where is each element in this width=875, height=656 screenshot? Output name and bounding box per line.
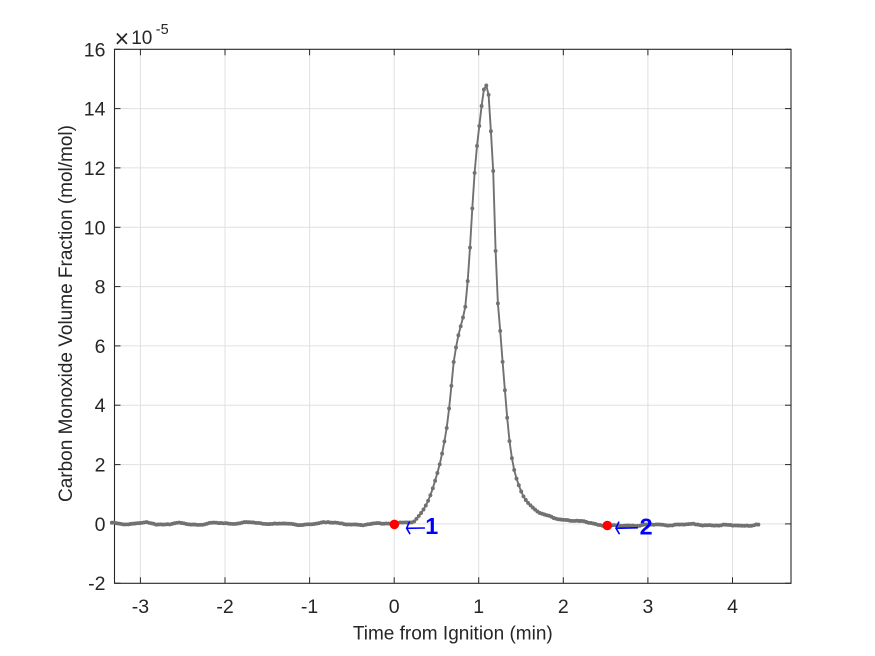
svg-text:10: 10 [131, 28, 152, 49]
svg-text:10: 10 [84, 217, 106, 239]
svg-text:0: 0 [389, 596, 400, 618]
svg-text:2: 2 [558, 596, 569, 618]
svg-text:4: 4 [727, 596, 738, 618]
svg-text:16: 16 [84, 39, 106, 61]
svg-text:0: 0 [95, 514, 106, 536]
svg-text:3: 3 [642, 596, 653, 618]
svg-text:1: 1 [473, 596, 484, 618]
svg-text:-2: -2 [88, 573, 105, 595]
svg-text:Carbon Monoxide Volume Fractio: Carbon Monoxide Volume Fraction (mol/mol… [56, 125, 77, 502]
svg-text:6: 6 [95, 336, 106, 358]
svg-text:12: 12 [84, 158, 106, 180]
svg-text:4: 4 [95, 395, 106, 417]
svg-text:Time from Ignition (min): Time from Ignition (min) [353, 623, 553, 644]
svg-text:-5: -5 [156, 22, 169, 38]
svg-text:14: 14 [84, 99, 106, 121]
svg-text:2: 2 [95, 455, 106, 477]
svg-text:-1: -1 [301, 596, 318, 618]
svg-text:8: 8 [95, 277, 106, 299]
svg-text:-2: -2 [216, 596, 233, 618]
svg-text:2: 2 [640, 514, 653, 540]
svg-text:1: 1 [425, 513, 438, 539]
svg-text:-3: -3 [132, 596, 149, 618]
